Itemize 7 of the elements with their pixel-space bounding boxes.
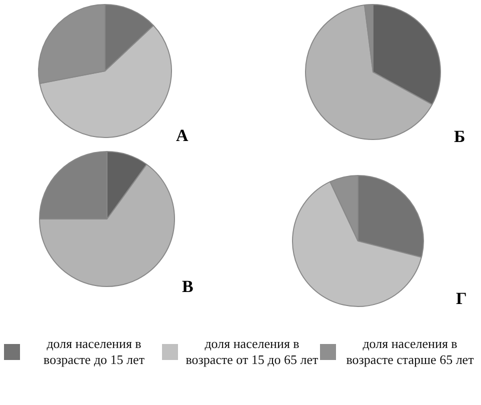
text: Г xyxy=(456,289,467,309)
legend-label: доля населения в возрасте до 15 лет xyxy=(44,336,145,367)
legend-label: доля населения в возрасте старше 65 лет xyxy=(346,336,474,367)
text: Б xyxy=(454,127,466,147)
text: А xyxy=(176,126,188,146)
text: В xyxy=(182,277,194,297)
legend-label: доля населения в возрасте от 15 до 65 лет xyxy=(186,336,319,367)
